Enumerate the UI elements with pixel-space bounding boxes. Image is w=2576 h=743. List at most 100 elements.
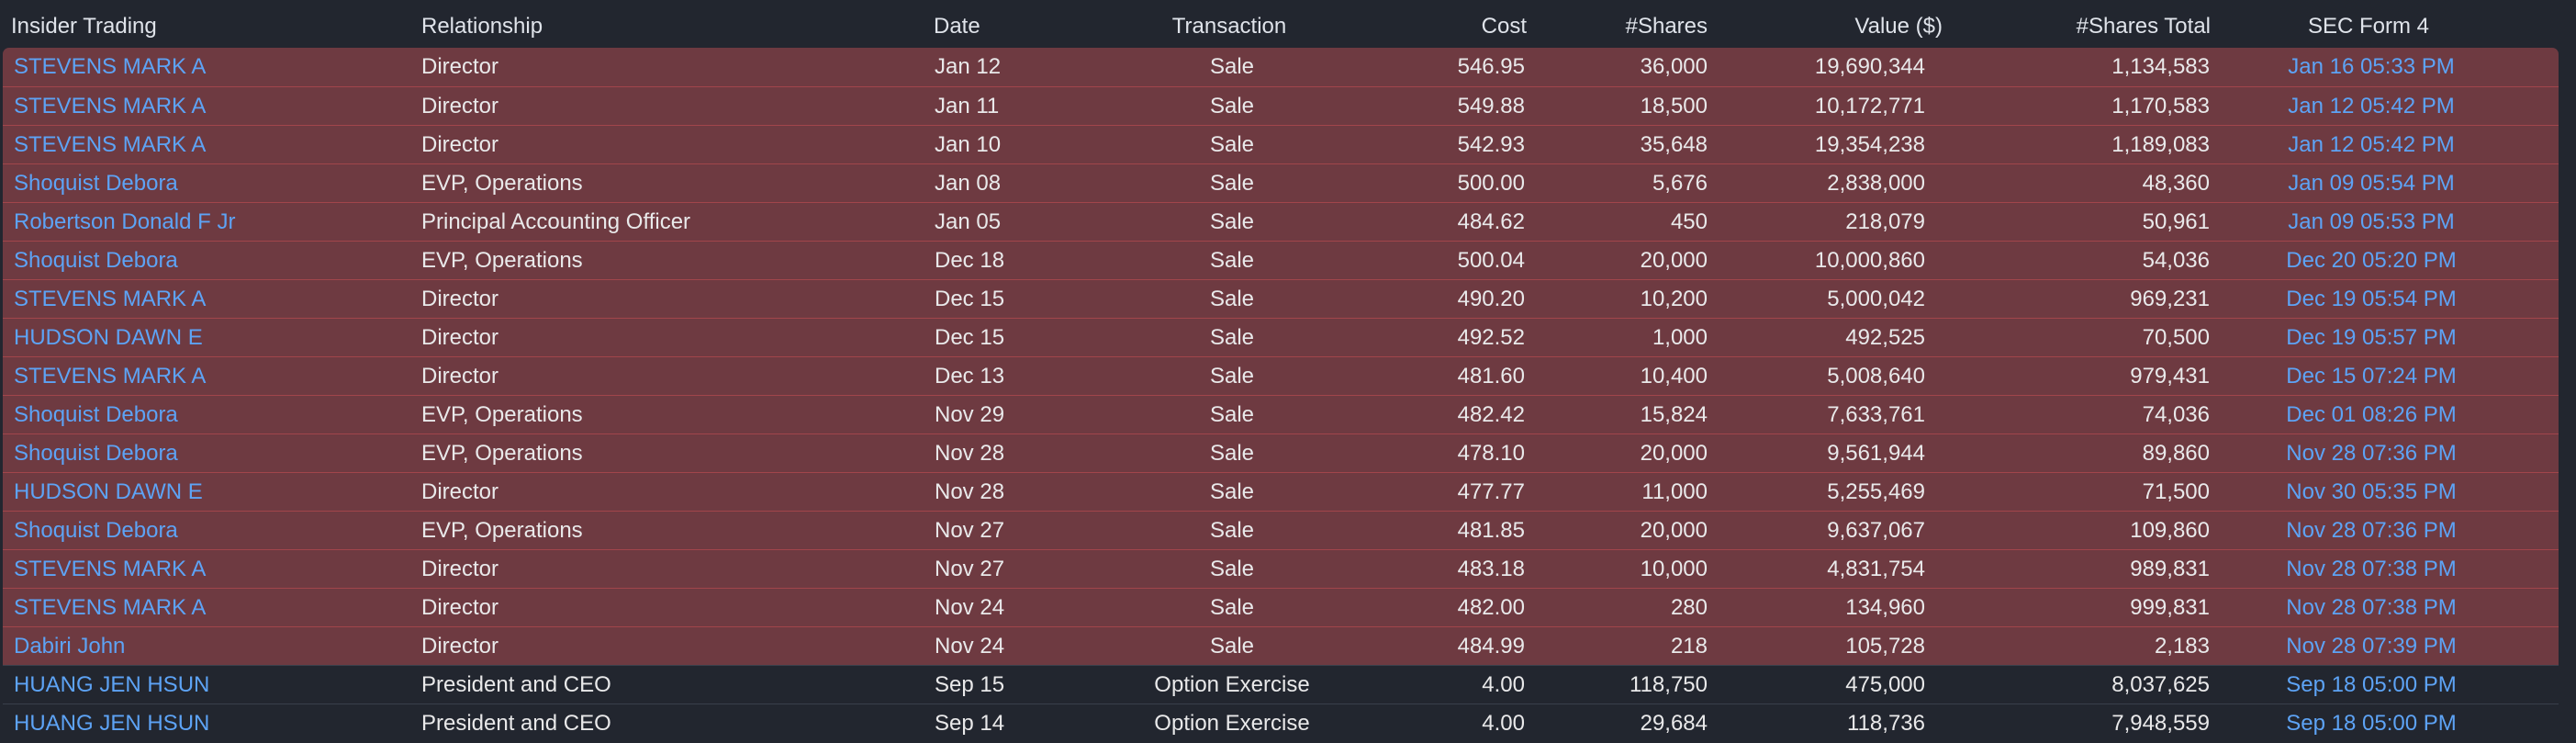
insider-name-link[interactable]: Shoquist Debora [14,441,178,466]
insider-name-link[interactable]: Shoquist Debora [14,248,178,273]
insider-name-link[interactable]: STEVENS MARK A [14,364,207,388]
table-row[interactable]: Shoquist Debora EVP, Operations Nov 29 Sale… [3,395,2559,434]
date-cell: Nov 24 [935,595,1005,620]
value-cell: 105,728 [1845,634,1925,659]
table-row[interactable]: Robertson Donald F Jr Principal Accountin… [3,202,2559,242]
column-header-shares[interactable]: #Shares [1625,14,1708,39]
column-header-transaction[interactable]: Transaction [1171,14,1287,39]
shares-cell: 11,000 [1641,479,1708,504]
sec-form-link[interactable]: Dec 19 05:57 PM [2286,325,2457,350]
shares-cell: 35,648 [1640,132,1708,157]
sec-form-link[interactable]: Jan 16 05:33 PM [2288,54,2455,79]
insider-name-link[interactable]: HUANG JEN HSUN [14,711,210,736]
insider-name-link[interactable]: Dabiri John [14,634,126,659]
table-row[interactable]: HUDSON DAWN E Director Nov 28 Sale 477.77 11,… [3,472,2559,512]
table-row[interactable]: Shoquist Debora EVP, Operations Nov 27 Sale… [3,511,2559,550]
shares-cell: 36,000 [1640,54,1708,79]
insider-name-link[interactable]: Robertson Donald F Jr [14,209,236,234]
transaction-cell: Sale [1209,364,1255,388]
cost-cell: 500.00 [1457,171,1525,196]
column-header-date[interactable]: Date [934,14,980,39]
insider-name-link[interactable]: STEVENS MARK A [14,595,207,620]
sec-form-link[interactable]: Nov 28 07:38 PM [2286,595,2457,620]
sec-form-link[interactable]: Nov 28 07:38 PM [2286,557,2457,581]
table-row[interactable]: Shoquist Debora EVP, Operations Nov 28 Sale… [3,433,2559,473]
insider-name-link[interactable]: STEVENS MARK A [14,287,207,311]
insider-name-link[interactable]: Shoquist Debora [14,402,178,427]
sec-form-link[interactable]: Dec 20 05:20 PM [2286,248,2457,273]
sec-form-link[interactable]: Nov 30 05:35 PM [2286,479,2457,504]
date-cell: Dec 13 [935,364,1005,388]
table-row[interactable]: STEVENS MARK A Director Jan 11 Sale 549.88 18… [3,86,2559,126]
sec-form-link[interactable]: Jan 09 05:54 PM [2288,171,2455,196]
relationship-cell: Director [421,132,499,157]
column-header-shares-total[interactable]: #Shares Total [2076,14,2211,39]
table-row[interactable]: Dabiri John Director Nov 24 Sale 484.99 218 10… [3,626,2559,666]
sec-form-link[interactable]: Dec 01 08:26 PM [2286,402,2457,427]
shares-cell: 15,824 [1640,402,1708,427]
column-header-insider[interactable]: Insider Trading [11,14,157,39]
table-row[interactable]: STEVENS MARK A Director Dec 15 Sale 490.20 10… [3,279,2559,319]
transaction-cell: Option Exercise [1154,672,1310,697]
insider-name-link[interactable]: Shoquist Debora [14,518,178,543]
shares-cell: 18,500 [1640,94,1708,118]
sec-form-link[interactable]: Jan 12 05:42 PM [2288,94,2455,118]
table-row[interactable]: Shoquist Debora EVP, Operations Jan 08 Sale… [3,163,2559,203]
sec-form-link[interactable]: Sep 18 05:00 PM [2286,711,2457,736]
date-cell: Dec 15 [935,287,1005,311]
value-cell: 19,354,238 [1814,132,1925,157]
column-header-sec-form[interactable]: SEC Form 4 [2307,14,2430,39]
table-row[interactable]: STEVENS MARK A Director Dec 13 Sale 481.60 10… [3,356,2559,396]
relationship-cell: Director [421,54,499,79]
sec-form-link[interactable]: Jan 12 05:42 PM [2288,132,2455,157]
date-cell: Dec 18 [935,248,1005,273]
insider-name-link[interactable]: Shoquist Debora [14,171,178,196]
table-row[interactable]: STEVENS MARK A Director Nov 24 Sale 482.00 28… [3,588,2559,627]
table-row[interactable]: STEVENS MARK A Director Jan 10 Sale 542.93 35… [3,125,2559,164]
column-header-relationship[interactable]: Relationship [421,14,543,39]
cost-cell: 483.18 [1457,557,1525,581]
value-cell: 5,008,640 [1827,364,1925,388]
relationship-cell: EVP, Operations [421,518,583,543]
insider-name-link[interactable]: HUDSON DAWN E [14,325,203,350]
shares-cell: 20,000 [1640,248,1708,273]
insider-name-link[interactable]: STEVENS MARK A [14,54,207,79]
date-cell: Nov 27 [935,557,1005,581]
shares-total-cell: 8,037,625 [2111,672,2210,697]
date-cell: Jan 12 [935,54,1002,79]
date-cell: Nov 28 [935,441,1005,466]
shares-cell: 218 [1670,634,1708,659]
sec-form-link[interactable]: Dec 19 05:54 PM [2286,287,2457,311]
insider-name-link[interactable]: STEVENS MARK A [14,132,207,157]
table-row[interactable]: HUANG JEN HSUN President and CEO Sep 14 Opt… [3,704,2559,743]
date-cell: Jan 10 [935,132,1002,157]
insider-name-link[interactable]: STEVENS MARK A [14,557,207,581]
cost-cell: 478.10 [1457,441,1525,466]
relationship-cell: Director [421,634,499,659]
table-row[interactable]: STEVENS MARK A Director Nov 27 Sale 483.18 10… [3,549,2559,589]
sec-form-link[interactable]: Dec 15 07:24 PM [2286,364,2457,388]
table-row[interactable]: HUANG JEN HSUN President and CEO Sep 15 Opt… [3,665,2559,704]
sec-form-link[interactable]: Sep 18 05:00 PM [2286,672,2457,697]
shares-total-cell: 1,134,583 [2111,54,2210,79]
sec-form-link[interactable]: Nov 28 07:36 PM [2286,441,2457,466]
relationship-cell: EVP, Operations [421,441,583,466]
column-header-value[interactable]: Value ($) [1854,14,1943,39]
date-cell: Nov 27 [935,518,1005,543]
insider-name-link[interactable]: HUDSON DAWN E [14,479,203,504]
column-header-cost[interactable]: Cost [1481,14,1527,39]
shares-total-cell: 989,831 [2130,557,2210,581]
relationship-cell: Director [421,557,499,581]
insider-name-link[interactable]: HUANG JEN HSUN [14,672,210,697]
shares-total-cell: 74,036 [2142,402,2210,427]
table-row[interactable]: STEVENS MARK A Director Jan 12 Sale 546.95 36… [3,48,2559,86]
table-row[interactable]: Shoquist Debora EVP, Operations Dec 18 Sale… [3,241,2559,280]
sec-form-link[interactable]: Nov 28 07:36 PM [2286,518,2457,543]
relationship-cell: Director [421,595,499,620]
insider-name-link[interactable]: STEVENS MARK A [14,94,207,118]
transaction-cell: Option Exercise [1154,711,1310,736]
table-row[interactable]: HUDSON DAWN E Director Dec 15 Sale 492.52 1,0… [3,318,2559,357]
sec-form-link[interactable]: Nov 28 07:39 PM [2286,634,2457,659]
value-cell: 10,000,860 [1814,248,1925,273]
sec-form-link[interactable]: Jan 09 05:53 PM [2288,209,2455,234]
